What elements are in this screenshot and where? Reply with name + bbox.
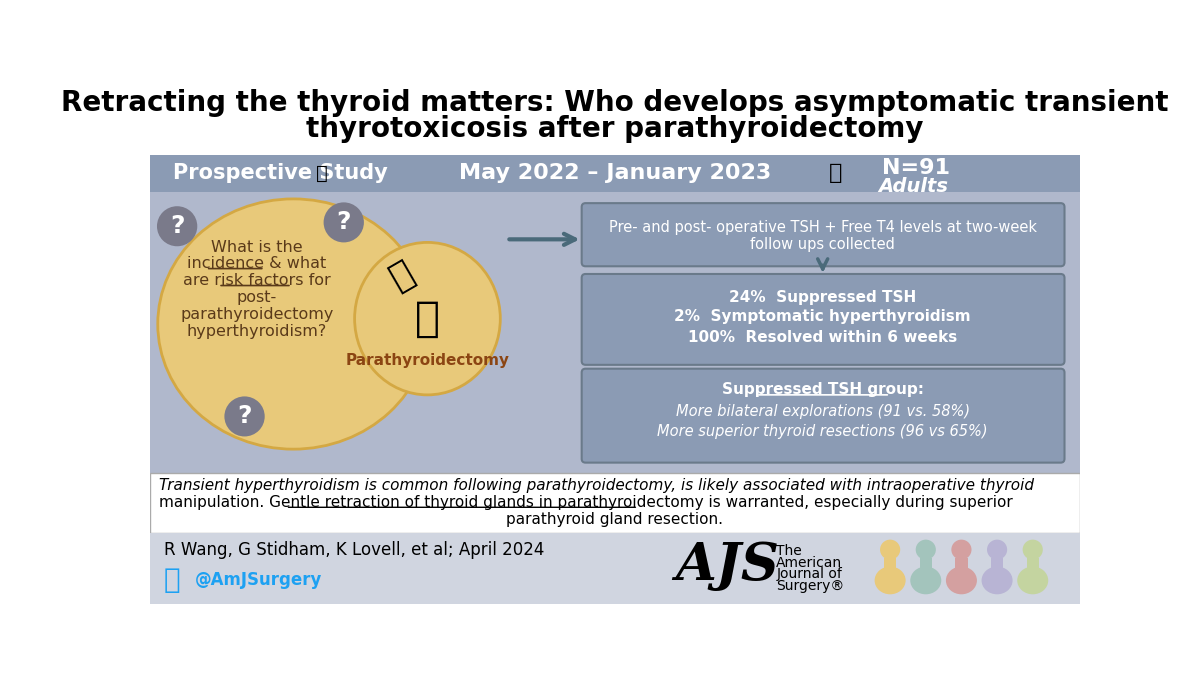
Text: Pre- and post- operative TSH + Free T4 levels at two-week: Pre- and post- operative TSH + Free T4 l… [608,220,1037,236]
Ellipse shape [324,202,364,242]
Ellipse shape [355,242,500,395]
Ellipse shape [157,206,197,246]
Text: Adults: Adults [878,177,948,196]
Text: ?: ? [170,215,185,238]
Text: 🔪: 🔪 [384,255,420,295]
Text: Transient hyperthyroidism is common following parathyroidectomy, is likely assoc: Transient hyperthyroidism is common foll… [160,478,1034,493]
Text: 2%  Symptomatic hyperthyroidism: 2% Symptomatic hyperthyroidism [674,309,971,324]
FancyBboxPatch shape [150,473,1080,533]
Text: American: American [776,555,842,570]
FancyBboxPatch shape [991,558,1003,569]
FancyBboxPatch shape [150,81,1080,155]
Text: Parathyroidectomy: Parathyroidectomy [346,354,510,369]
FancyBboxPatch shape [582,203,1064,266]
Ellipse shape [224,397,265,437]
Text: 🫀: 🫀 [415,297,440,340]
Text: May 2022 – January 2023: May 2022 – January 2023 [458,163,772,183]
Text: Prospective Study: Prospective Study [173,163,388,183]
Text: What is the: What is the [211,240,302,255]
Ellipse shape [1022,540,1043,559]
Ellipse shape [986,540,1007,559]
Text: Retracting the thyroid matters: Who develops asymptomatic transient: Retracting the thyroid matters: Who deve… [61,89,1169,117]
Ellipse shape [946,566,977,594]
Ellipse shape [875,566,906,594]
Text: manipulation. Gentle retraction of thyroid glands in parathyroidectomy is warran: manipulation. Gentle retraction of thyro… [160,495,1013,510]
Ellipse shape [911,566,941,594]
Text: 👥: 👥 [829,163,842,183]
Ellipse shape [157,199,430,449]
Ellipse shape [880,540,900,559]
Text: post-: post- [236,291,277,306]
Text: @AmJSurgery: @AmJSurgery [194,572,323,589]
Text: More bilateral explorations (91 vs. 58%): More bilateral explorations (91 vs. 58%) [676,403,970,418]
Text: parathyroidectomy: parathyroidectomy [180,308,334,323]
Text: thyrotoxicosis after parathyroidectomy: thyrotoxicosis after parathyroidectomy [306,115,924,143]
FancyBboxPatch shape [150,533,1080,604]
FancyBboxPatch shape [582,369,1064,462]
FancyBboxPatch shape [919,558,932,569]
Text: parathyroid gland resection.: parathyroid gland resection. [506,512,724,527]
Text: ?: ? [336,210,352,234]
FancyBboxPatch shape [150,155,1080,191]
Text: N=91: N=91 [882,158,950,178]
Text: R Wang, G Stidham, K Lovell, et al; April 2024: R Wang, G Stidham, K Lovell, et al; Apri… [164,540,545,559]
Text: are risk factors for: are risk factors for [184,274,331,289]
Ellipse shape [916,540,936,559]
Ellipse shape [1018,566,1049,594]
Text: hyperthyroidism?: hyperthyroidism? [187,325,328,340]
Ellipse shape [952,540,972,559]
Text: ?: ? [238,405,252,428]
Text: The: The [776,544,802,558]
Text: Suppressed TSH group:: Suppressed TSH group: [721,382,924,397]
Text: More superior thyroid resections (96 vs 65%): More superior thyroid resections (96 vs … [658,424,988,439]
Text: ⏰: ⏰ [316,164,328,183]
Text: 24%  Suppressed TSH: 24% Suppressed TSH [730,289,917,305]
FancyBboxPatch shape [884,558,896,569]
Text: 100%  Resolved within 6 weeks: 100% Resolved within 6 weeks [688,329,958,345]
FancyBboxPatch shape [955,558,967,569]
Text: Journal of: Journal of [776,567,842,581]
Text: AJS: AJS [676,540,779,591]
FancyBboxPatch shape [582,274,1064,365]
Text: follow ups collected: follow ups collected [750,237,895,252]
FancyBboxPatch shape [150,191,1080,473]
Text: incidence & what: incidence & what [187,257,326,272]
Ellipse shape [982,566,1013,594]
Text: 🐦: 🐦 [164,566,180,594]
FancyBboxPatch shape [1026,558,1039,569]
Text: Surgery®: Surgery® [776,579,845,593]
